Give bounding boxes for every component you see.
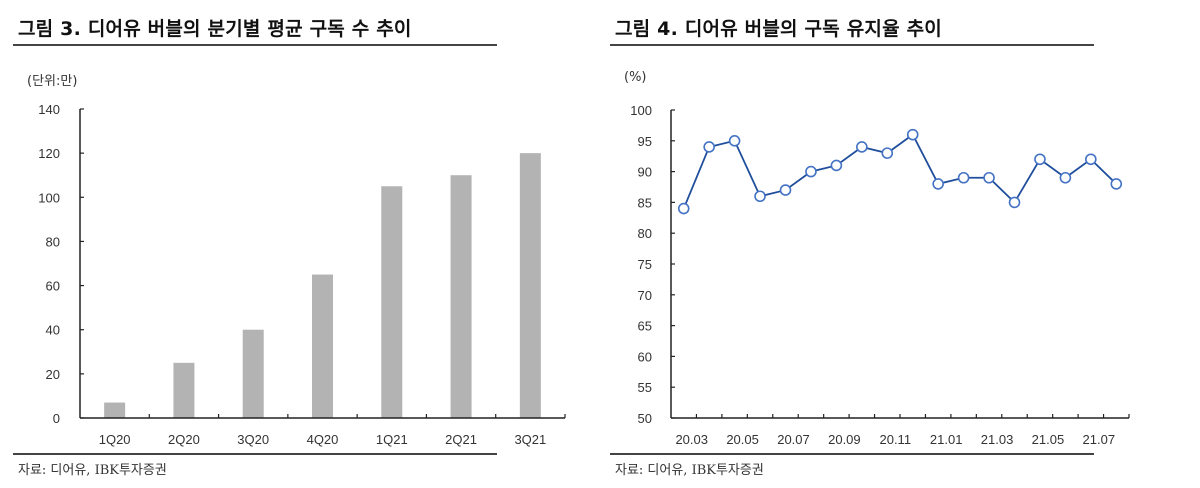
bar-1Q21: [381, 186, 403, 418]
title-divider: [610, 44, 1094, 46]
data-point-20.05: [728, 135, 741, 147]
x-tick-label: 1Q21: [376, 432, 408, 447]
y-axis-unit-label: (%): [624, 70, 647, 85]
y-tick-label: 140: [38, 102, 60, 117]
bar-3Q20: [242, 329, 264, 418]
data-point-21.03: [983, 171, 995, 184]
retention-line: [682, 133, 1117, 209]
data-point-20.03: [677, 202, 690, 215]
y-tick-label: 20: [46, 367, 60, 382]
y-tick-label: 50: [638, 411, 652, 426]
y-tick-label: 90: [638, 165, 652, 180]
title-divider: [13, 44, 497, 46]
figure-title: 그림 4. 디어유 버블의 구독 유지율 추이: [615, 18, 942, 40]
x-tick-label: 21.07: [1083, 432, 1116, 447]
x-tick-label: 21.03: [981, 432, 1014, 447]
data-point-21.05: [1034, 153, 1046, 166]
source-divider: [610, 453, 1094, 455]
y-tick-label: 120: [38, 146, 60, 161]
source-note: 자료: 디어유, IBK투자증권: [18, 463, 167, 478]
data-point-21.02: [957, 171, 970, 184]
data-point-21.07: [1085, 153, 1097, 166]
y-tick-label: 40: [46, 323, 60, 338]
x-tick-label: 20.11: [879, 432, 911, 447]
y-tick-label: 100: [630, 103, 652, 118]
figure-4-panel: 그림 4. 디어유 버블의 구독 유지율 추이 (%) 50 55 60 65 70 75…: [600, 0, 1200, 488]
data-point-20.11: [881, 147, 894, 159]
line-chart: 50 55 60 65 70 75 80 85 90 95 100 20.03 20.05 20.07 20…: [630, 103, 1130, 447]
bar-2Q20: [173, 362, 195, 418]
x-tick-label: 3Q20: [237, 432, 269, 447]
bar-1Q20: [104, 402, 126, 418]
y-tick-label: 55: [638, 380, 652, 395]
x-tick-label: 21.05: [1032, 432, 1065, 447]
y-tick-label: 80: [46, 234, 60, 249]
x-tick-label: 1Q20: [99, 432, 131, 447]
y-tick-label: 0: [53, 411, 60, 426]
data-point-20.10: [856, 141, 868, 153]
x-tick-label: 4Q20: [307, 432, 339, 447]
data-point-20.09: [830, 159, 843, 172]
data-point-20.08: [805, 165, 817, 178]
y-tick-label: 85: [638, 195, 652, 210]
y-tick-label: 60: [638, 349, 652, 364]
bar-2Q21: [450, 175, 472, 418]
bar-4Q20: [312, 274, 333, 418]
data-point-20.04: [703, 141, 715, 153]
y-tick-label: 95: [638, 134, 652, 149]
x-tick-label: 2Q21: [445, 432, 477, 447]
data-point-21.06: [1059, 171, 1072, 184]
x-tick-label: 21.01: [930, 432, 963, 447]
source-note: 자료: 디어유, IBK투자증권: [615, 463, 764, 478]
bar-chart: 1Q20 2Q20 3Q20 4Q20 1Q21 2Q21 3Q21 0 20 40 60 80 100…: [38, 102, 566, 447]
data-point-20.12: [906, 128, 919, 141]
x-tick-label: 2Q20: [168, 432, 200, 447]
y-tick-label: 80: [638, 226, 652, 241]
data-point-21.04: [1008, 196, 1021, 209]
data-point-20.07: [779, 184, 792, 196]
y-tick-label: 70: [638, 288, 652, 303]
y-tick-label: 75: [638, 257, 652, 272]
x-tick-label: 20.03: [675, 432, 708, 447]
figure-title: 그림 3. 디어유 버블의 분기별 평균 구독 수 추이: [18, 18, 412, 40]
x-tick-label: 3Q21: [514, 432, 546, 447]
source-divider: [13, 453, 497, 455]
figure-3-panel: 그림 3. 디어유 버블의 분기별 평균 구독 수 추이 (단위:만) 1Q20…: [13, 18, 566, 478]
data-point-21.08: [1110, 178, 1123, 190]
data-point-21.01: [932, 178, 944, 190]
x-tick-label: 20.07: [777, 432, 810, 447]
x-tick-label: 20.09: [828, 432, 861, 447]
bar-3Q21: [519, 153, 541, 418]
x-tick-label: 20.05: [726, 432, 759, 447]
y-tick-label: 60: [46, 279, 60, 294]
y-tick-label: 65: [638, 319, 652, 334]
data-point-20.06: [754, 190, 766, 203]
y-axis-unit-label: (단위:만): [27, 74, 78, 89]
y-tick-label: 100: [38, 190, 60, 205]
